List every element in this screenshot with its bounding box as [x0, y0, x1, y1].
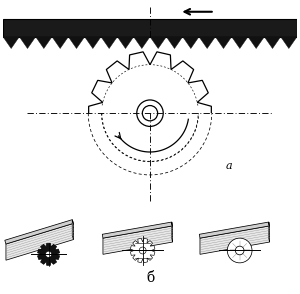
Polygon shape [199, 37, 215, 49]
Circle shape [142, 106, 158, 121]
Polygon shape [19, 37, 36, 49]
Polygon shape [215, 37, 232, 49]
Polygon shape [85, 37, 101, 49]
Polygon shape [150, 37, 166, 49]
Polygon shape [6, 223, 74, 260]
Polygon shape [117, 37, 134, 49]
Polygon shape [134, 37, 150, 49]
Polygon shape [200, 226, 269, 254]
Polygon shape [38, 243, 60, 265]
Polygon shape [36, 37, 52, 49]
Polygon shape [281, 37, 297, 49]
Polygon shape [102, 222, 172, 238]
Polygon shape [199, 222, 269, 238]
Polygon shape [101, 37, 117, 49]
Polygon shape [82, 113, 218, 181]
Polygon shape [264, 37, 281, 49]
Circle shape [139, 247, 146, 254]
Circle shape [137, 100, 163, 126]
Polygon shape [103, 226, 172, 254]
Polygon shape [88, 52, 212, 175]
Circle shape [235, 246, 244, 255]
Polygon shape [232, 37, 248, 49]
Polygon shape [130, 238, 155, 263]
Polygon shape [248, 37, 264, 49]
Polygon shape [72, 220, 74, 240]
Text: a: a [226, 161, 233, 171]
Text: б: б [146, 271, 154, 285]
Polygon shape [3, 37, 19, 49]
Polygon shape [5, 220, 73, 244]
Polygon shape [68, 37, 85, 49]
Polygon shape [3, 19, 297, 37]
Polygon shape [183, 37, 199, 49]
Polygon shape [52, 37, 68, 49]
Polygon shape [166, 37, 183, 49]
Circle shape [227, 238, 252, 263]
Circle shape [45, 251, 52, 258]
